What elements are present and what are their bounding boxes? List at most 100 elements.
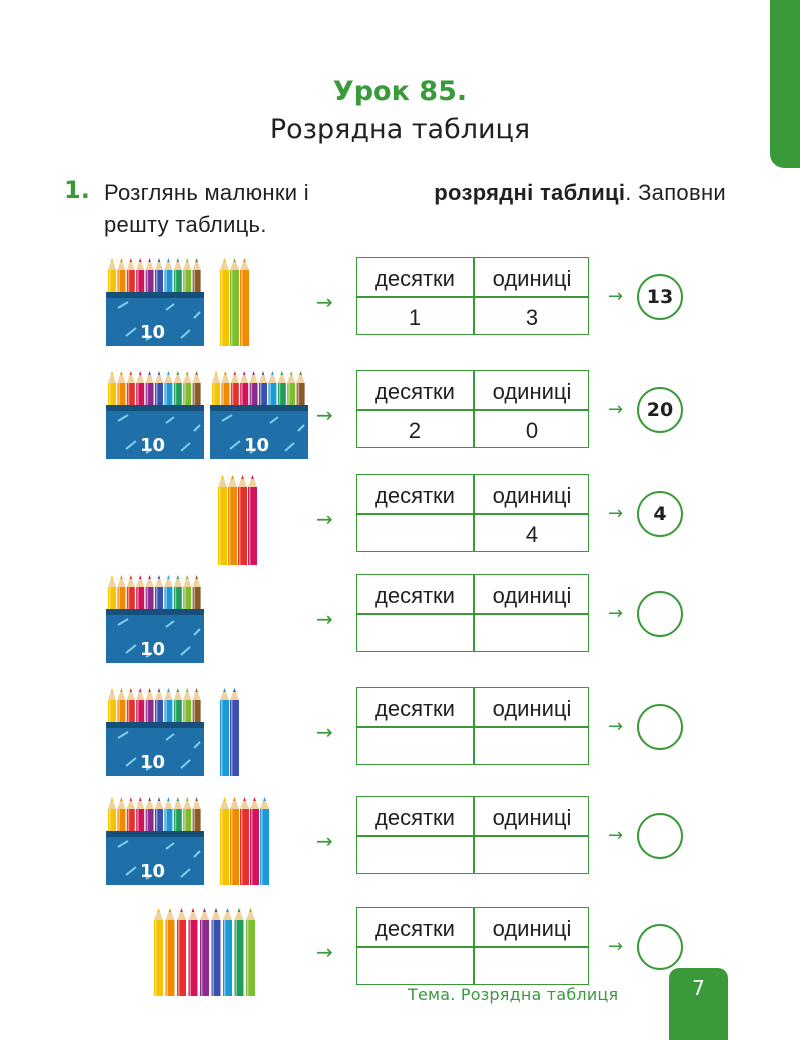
place-value-table: десятки одиниці 2 0: [356, 370, 589, 448]
lesson-topic: Розрядна таблиця: [269, 114, 531, 145]
answer-circle[interactable]: 4: [637, 491, 683, 537]
loose-pencil: [218, 475, 227, 565]
loose-pencil: [238, 475, 247, 565]
pencils-illustration: 10 10: [106, 371, 308, 459]
boxed-pencil: [108, 371, 116, 411]
arrow-to-answer: →: [608, 936, 624, 957]
boxed-pencil: [164, 258, 173, 298]
boxed-pencil: [173, 797, 182, 837]
answer-circle[interactable]: [637, 813, 683, 859]
loose-pencil: [230, 797, 239, 885]
boxed-pencil: [164, 371, 173, 411]
header-units: одиниці: [492, 583, 572, 608]
arrow-to-table: →: [316, 829, 333, 853]
boxed-pencil: [183, 575, 192, 615]
boxed-pencil: [136, 797, 145, 837]
boxed-pencil: [183, 797, 192, 837]
boxed-pencil: [192, 371, 201, 411]
answer-circle[interactable]: [637, 704, 683, 750]
pencil-box-of-ten: 10: [106, 609, 204, 663]
loose-pencil: [228, 475, 237, 565]
arrow-to-table: →: [316, 720, 333, 744]
pencil-box-of-ten: 10: [210, 405, 308, 459]
chapter-edge-tab: [770, 0, 800, 168]
loose-pencil: [165, 908, 175, 996]
loose-pencil: [230, 688, 239, 776]
loose-pencil: [250, 797, 259, 885]
loose-pencil: [220, 688, 229, 776]
boxed-pencil: [164, 575, 173, 615]
boxed-pencil: [126, 575, 135, 615]
answer-circle[interactable]: 13: [637, 274, 683, 320]
boxed-pencil: [277, 371, 286, 411]
tens-cell[interactable]: 1: [408, 305, 422, 330]
boxed-pencil: [117, 688, 126, 728]
boxed-pencil: [230, 371, 239, 411]
box-count-label: 10: [140, 435, 165, 456]
pencil-box-of-ten: 10: [106, 831, 204, 885]
loose-pencil: [223, 908, 232, 996]
boxed-pencil: [108, 797, 116, 837]
header-units: одиниці: [492, 379, 572, 404]
boxed-pencil: [173, 371, 182, 411]
loose-pencil: [248, 475, 257, 565]
arrow-to-answer: →: [608, 399, 624, 420]
header-tens: десятки: [375, 379, 455, 404]
boxed-pencil: [183, 688, 192, 728]
units-cell[interactable]: 3: [525, 305, 539, 330]
boxed-pencil: [259, 371, 267, 411]
boxed-pencil: [164, 797, 173, 837]
table-divider-horizontal: [357, 835, 588, 837]
task-text-line2: решту таблиць.: [104, 212, 267, 237]
units-cell[interactable]: 4: [525, 522, 539, 547]
place-value-table: десятки одиниці: [356, 574, 589, 652]
answer-circle[interactable]: [637, 591, 683, 637]
box-count-label: 10: [244, 435, 269, 456]
boxed-pencil: [192, 688, 201, 728]
loose-pencil: [177, 908, 186, 996]
header-units: одиниці: [492, 805, 572, 830]
pencils-illustration: [154, 908, 255, 996]
boxed-pencil: [126, 688, 135, 728]
loose-pencil: [220, 258, 229, 346]
pencils-illustration: 10: [106, 575, 204, 663]
boxed-pencil: [173, 575, 182, 615]
pencils-illustration: 10: [106, 797, 269, 885]
header-tens: десятки: [375, 696, 455, 721]
boxed-pencil: [268, 371, 277, 411]
page-number: 7: [669, 968, 728, 1040]
units-cell[interactable]: 0: [525, 418, 539, 443]
loose-pencil: [200, 908, 209, 996]
tens-cell[interactable]: 2: [408, 418, 422, 443]
boxed-pencil: [117, 575, 126, 615]
task-text-part2: . Заповни: [625, 180, 726, 205]
header-tens: десятки: [375, 483, 455, 508]
loose-pencil: [188, 908, 198, 996]
boxed-pencil: [192, 258, 201, 298]
table-divider-horizontal: [357, 946, 588, 948]
table-divider-horizontal: [357, 513, 588, 515]
boxed-pencil: [136, 575, 145, 615]
boxed-pencil: [145, 371, 154, 411]
task-text-part1: Розглянь малюнки і: [104, 180, 309, 205]
boxed-pencil: [164, 688, 173, 728]
loose-pencil: [211, 908, 221, 996]
boxed-pencil: [108, 688, 116, 728]
header-tens: десятки: [375, 266, 455, 291]
answer-circle[interactable]: 20: [637, 387, 683, 433]
answer-circle[interactable]: [637, 924, 683, 970]
boxed-pencil: [192, 575, 201, 615]
header-units: одиниці: [492, 483, 572, 508]
header-units: одиниці: [492, 266, 572, 291]
arrow-to-table: →: [316, 403, 333, 427]
loose-pencil: [246, 908, 255, 996]
pencil-box-of-ten: 10: [106, 722, 204, 776]
boxed-pencil: [296, 371, 305, 411]
boxed-pencil: [108, 258, 116, 298]
boxed-pencil: [117, 258, 126, 298]
boxed-pencil: [155, 797, 163, 837]
loose-pencil: [230, 258, 239, 346]
box-count-label: 10: [140, 752, 165, 773]
boxed-pencil: [155, 258, 163, 298]
boxed-pencil: [145, 258, 154, 298]
